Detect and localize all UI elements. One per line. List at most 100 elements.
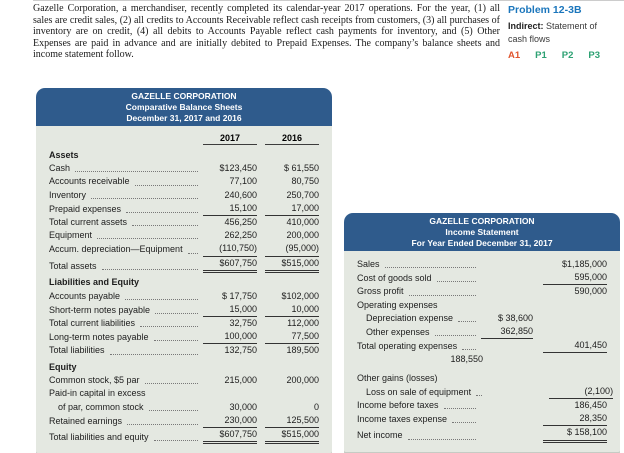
row-net-income: Net income $ 158,100 — [357, 426, 607, 443]
subtitle-bold-label: Indirect: — [508, 21, 544, 31]
value-right: 186,450 — [574, 400, 607, 411]
row-label: Inventory — [49, 189, 87, 200]
dotted-leader — [187, 252, 198, 254]
row-label: Equity — [49, 362, 77, 373]
row-label: Loss on sale of equipment — [366, 386, 472, 397]
row-label: Other gains (losses) — [357, 372, 438, 383]
problem-number: Problem 12-3B — [508, 4, 582, 16]
dotted-leader — [476, 395, 483, 397]
value-right: 401,450 — [543, 339, 607, 354]
value-inner: 362,850 — [481, 325, 533, 340]
dotted-leader — [436, 281, 476, 283]
code-p3: P3 — [588, 50, 601, 61]
value-2017: 15,000 — [203, 303, 257, 317]
value-2016: 77,500 — [265, 330, 319, 345]
value-2016: 0 — [313, 401, 319, 412]
value-2017: $607,750 — [203, 257, 257, 273]
problem-sidebar: Problem 12-3B Indirect: Statement of cas… — [508, 4, 620, 61]
dotted-leader — [458, 321, 476, 323]
row-total-current-liabilities: Total current liabilities 32,750 112,000 — [49, 317, 319, 330]
value-2016: 80,750 — [291, 176, 319, 187]
column-headers: 2017 2016 — [49, 133, 319, 145]
row-equity-section: Equity — [49, 361, 319, 374]
row-income-taxes-expense: Income taxes expense 28,350 — [357, 412, 607, 427]
row-label: Liabilities and Equity — [49, 277, 140, 288]
row-label: Total assets — [49, 260, 97, 271]
value-2017: $123,450 — [219, 163, 257, 174]
row-label: Cost of goods sold — [357, 273, 432, 284]
row-label: Retained earnings — [49, 415, 123, 426]
value-inner: $ 38,600 — [497, 312, 533, 323]
row-label: Short-term notes payable — [49, 304, 151, 315]
value-2016: 112,000 — [287, 317, 319, 328]
value-2016: $ 61,550 — [283, 163, 319, 174]
value-2017: 240,600 — [224, 189, 257, 200]
dotted-leader — [434, 335, 476, 337]
row-cost-of-goods-sold: Cost of goods sold 595,000 — [357, 271, 607, 286]
row-operating-expenses-section: Operating expenses — [357, 299, 607, 312]
code-p2: P2 — [561, 50, 574, 61]
row-label: Equipment — [49, 230, 93, 241]
balance-sheet-table: GAZELLE CORPORATION Comparative Balance … — [36, 88, 332, 453]
row-label: Income before taxes — [357, 400, 439, 411]
value-2017: $ 17,750 — [221, 290, 257, 301]
value-2017: 215,000 — [224, 375, 257, 386]
row-income-before-taxes: Income before taxes 186,450 — [357, 399, 607, 412]
col-header-2017: 2017 — [203, 133, 257, 145]
row-label: Total liabilities and equity — [49, 432, 149, 443]
row-label: Total current liabilities — [49, 317, 136, 328]
value-2016: 125,500 — [265, 414, 319, 429]
row-label: Operating expenses — [357, 299, 438, 310]
row-total-liabilities: Total liabilities 132,750 189,500 — [49, 344, 319, 357]
row-loss-on-sale-of-equipment: Loss on sale of equipment (2,100) — [357, 385, 614, 400]
statement-date: December 31, 2017 and 2016 — [126, 113, 242, 123]
value-2016: 17,000 — [265, 202, 319, 217]
row-label: Other expenses — [366, 327, 430, 338]
dotted-leader — [443, 408, 476, 410]
dotted-leader — [452, 422, 476, 424]
value-2016: $102,000 — [281, 290, 319, 301]
value-right: $1,185,000 — [561, 259, 607, 269]
row-label: Depreciation expense — [366, 312, 454, 323]
row-label: Accum. depreciation—Equipment — [49, 244, 183, 255]
value-2017: 230,000 — [203, 414, 257, 429]
learning-objective-codes: A1 P1 P2 P3 — [508, 50, 620, 61]
row-sales: Sales $1,185,000 — [357, 258, 607, 271]
row-depreciation-expense: Depreciation expense $ 38,600 — [357, 312, 607, 325]
company-name: GAZELLE CORPORATION — [131, 91, 237, 101]
row-operating-income: 188,550 — [357, 353, 607, 366]
row-label: Common stock, $5 par — [49, 375, 140, 386]
dotted-leader — [101, 268, 198, 270]
value-2017: $607,750 — [203, 428, 257, 445]
row-label: Accounts receivable — [49, 176, 130, 187]
dotted-leader — [407, 438, 476, 440]
row-label: Prepaid expenses — [49, 203, 122, 214]
dotted-leader — [384, 267, 476, 269]
dotted-leader — [153, 440, 198, 442]
value-2016: (95,000) — [265, 242, 319, 257]
value-right: 188,550 — [450, 354, 483, 365]
code-a1: A1 — [508, 50, 521, 61]
dotted-leader — [462, 349, 476, 351]
value-2016: 250,700 — [286, 189, 319, 200]
row-total-liabilities-equity: Total liabilities and equity $607,750 $515… — [49, 428, 319, 445]
dotted-leader — [126, 212, 198, 214]
row-accum-depreciation: Accum. depreciation—Equipment (110,750) (9… — [49, 242, 319, 257]
row-label: Net income — [357, 430, 403, 441]
subtitle-rest-label: Statement of cash flows — [508, 21, 598, 44]
value-2016: 410,000 — [286, 217, 319, 228]
row-label: Accounts payable — [49, 290, 121, 301]
code-p1: P1 — [535, 50, 547, 61]
value-2016: 200,000 — [286, 375, 319, 386]
dotted-leader — [153, 340, 198, 342]
income-statement-header: GAZELLE CORPORATION Income Statement For… — [344, 213, 620, 251]
top-rule — [33, 0, 624, 1]
row-label: Income taxes expense — [357, 414, 448, 425]
row-inventory: Inventory 240,600 250,700 — [49, 189, 319, 202]
dotted-leader — [125, 298, 198, 300]
row-label: Total current assets — [49, 217, 128, 228]
dotted-leader — [97, 238, 198, 240]
value-right: 590,000 — [574, 286, 607, 297]
row-label: Gross profit — [357, 286, 404, 297]
value-2016: 10,000 — [265, 303, 319, 317]
